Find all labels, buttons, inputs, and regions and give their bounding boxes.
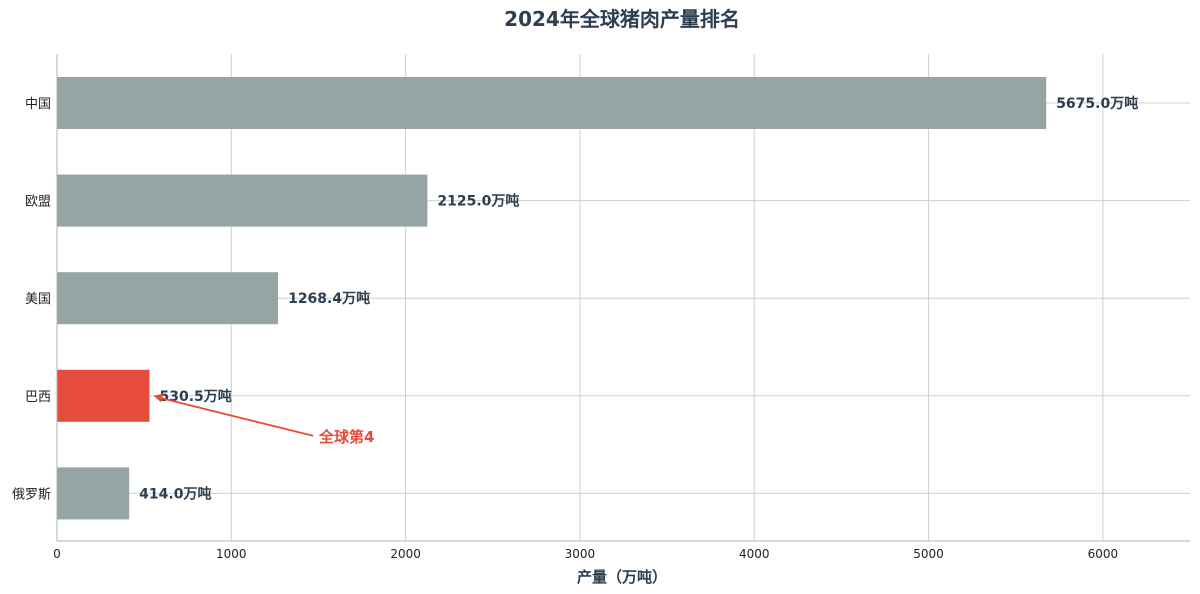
x-tick-label: 5000 bbox=[913, 547, 944, 561]
x-axis-label: 产量（万吨） bbox=[577, 568, 667, 586]
x-tick-label: 6000 bbox=[1088, 547, 1119, 561]
bar-highlight bbox=[57, 369, 150, 422]
annotation-layer: 全球第4 bbox=[153, 393, 374, 446]
bar-layer bbox=[57, 77, 1047, 520]
bar-value-label: 2125.0万吨 bbox=[437, 193, 519, 210]
bar-value-label: 1268.4万吨 bbox=[288, 290, 370, 307]
annotation-arrow-line bbox=[161, 397, 314, 437]
y-category-label: 中国 bbox=[25, 97, 51, 112]
bar-item bbox=[57, 272, 279, 325]
x-tick-label: 4000 bbox=[739, 547, 770, 561]
bar-item bbox=[57, 174, 428, 227]
annotation-arrowhead bbox=[153, 393, 164, 403]
bar-value-label: 5675.0万吨 bbox=[1056, 95, 1138, 112]
y-category-label: 欧盟 bbox=[25, 195, 51, 210]
x-tick-label: 3000 bbox=[565, 547, 596, 561]
axis-layer: 0 1000 2000 3000 4000 5000 6000 bbox=[53, 54, 1190, 561]
x-tick-label: 1000 bbox=[216, 547, 247, 561]
x-tick-label: 0 bbox=[53, 547, 61, 561]
y-category-label: 巴西 bbox=[25, 390, 51, 405]
y-category-label: 美国 bbox=[25, 292, 51, 307]
bar-value-label: 530.5万吨 bbox=[159, 388, 231, 405]
annotation-label: 全球第4 bbox=[318, 428, 374, 446]
bar-item bbox=[57, 77, 1047, 129]
chart-title: 2024年全球猪肉产量排名 bbox=[504, 7, 740, 31]
bar-value-label: 414.0万吨 bbox=[139, 485, 211, 502]
x-tick-label: 2000 bbox=[390, 547, 421, 561]
y-category-label: 俄罗斯 bbox=[12, 487, 51, 502]
bar-item bbox=[57, 467, 130, 520]
